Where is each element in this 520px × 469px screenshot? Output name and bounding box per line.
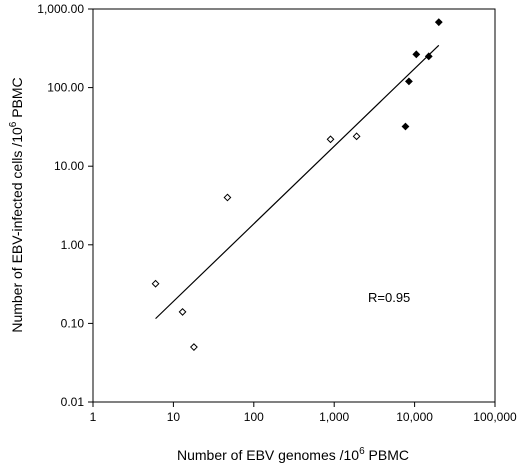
x-tick-label: 100,000	[473, 410, 517, 424]
y-axis-title-superscript: 6	[8, 121, 19, 127]
x-tick-label: 100	[244, 410, 264, 424]
regression-line	[155, 44, 440, 320]
y-tick-label: 0.10	[61, 316, 85, 330]
filled-diamond-point	[401, 122, 410, 131]
correlation-annotation: R=0.95	[368, 290, 410, 305]
open-diamond-point	[223, 193, 232, 202]
y-axis-title-tail: PBMC	[9, 77, 25, 121]
y-tick-label: 100.00	[47, 81, 84, 95]
open-diamond-point	[326, 135, 335, 144]
y-tick-label: 0.01	[61, 395, 85, 409]
x-axis-ticks: 1 10 100 1,000 10,000 100,000	[90, 402, 517, 424]
y-tick-label: 1.00	[61, 238, 85, 252]
open-diamond-point	[352, 132, 361, 141]
filled-diamond-point	[412, 50, 421, 59]
x-tick-label: 1,000	[319, 410, 349, 424]
x-axis-title-tail: PBMC	[365, 447, 409, 463]
x-axis-title-superscript: 6	[359, 446, 365, 457]
x-tick-label: 1	[90, 410, 97, 424]
x-axis-title-main: Number of EBV genomes /10	[177, 447, 359, 463]
y-tick-label: 10.00	[54, 159, 84, 173]
x-tick-label: 10	[167, 410, 181, 424]
y-axis-title-main: Number of EBV-infected cells /10	[9, 127, 25, 333]
open-diamond-point	[190, 343, 198, 351]
filled-diamond-point	[424, 52, 433, 61]
y-axis-title: Number of EBV-infected cells /106 PBMC	[8, 77, 25, 332]
filled-diamond-point	[434, 18, 443, 27]
open-diamond-point	[151, 279, 160, 288]
x-axis-title: Number of EBV genomes /106 PBMC	[177, 446, 409, 463]
plot-frame	[92, 8, 496, 403]
filled-diamond-point	[405, 77, 413, 86]
y-axis-ticks: 0.01 0.10 1.00 10.00 100.00 1,000.00	[37, 2, 93, 409]
x-tick-label: 10,000	[396, 410, 433, 424]
y-tick-label: 1,000.00	[37, 2, 84, 16]
data-points	[151, 18, 443, 351]
open-diamond-point	[178, 308, 187, 316]
